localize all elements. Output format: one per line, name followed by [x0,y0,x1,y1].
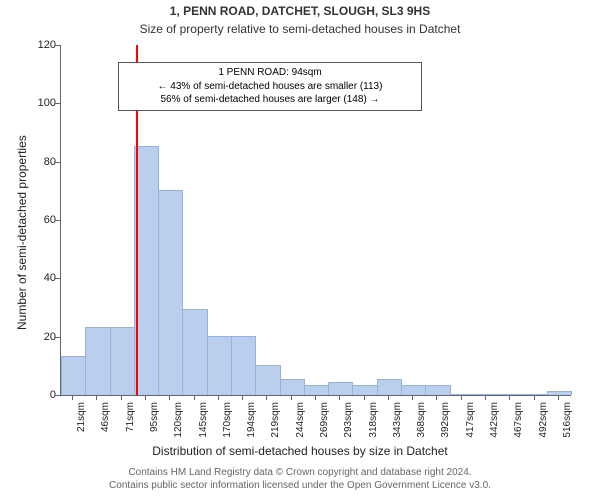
histogram-bar [474,394,499,395]
histogram-bar [255,365,280,395]
histogram-bar [522,394,547,395]
x-axis-label: Distribution of semi-detached houses by … [0,444,600,458]
y-tick-label: 80 [26,156,56,168]
annotation-line3: 56% of semi-detached houses are larger (… [125,93,415,107]
x-tick-label: 46sqm [100,402,111,432]
x-tick-label: 392sqm [440,402,451,438]
histogram-bar [231,336,256,395]
x-tick-label: 219sqm [270,402,281,438]
annotation-box: 1 PENN ROAD: 94sqm← 43% of semi-detached… [118,62,422,111]
histogram-bar [61,356,86,395]
histogram-bar [158,190,183,395]
histogram-chart: 1, PENN ROAD, DATCHET, SLOUGH, SL3 9HS S… [0,0,600,500]
chart-title-sub: Size of property relative to semi-detach… [0,22,600,36]
histogram-bar [328,382,353,395]
histogram-bar [207,336,232,395]
histogram-bar [401,385,426,395]
x-tick-label: 343sqm [392,402,403,438]
histogram-bar [425,385,450,395]
y-tick-label: 100 [26,97,56,109]
x-tick-label: 120sqm [173,402,184,438]
histogram-bar [304,385,329,395]
x-tick-label: 269sqm [319,402,330,438]
y-tick-label: 20 [26,331,56,343]
histogram-bar [110,327,135,395]
x-tick-label: 417sqm [465,402,476,438]
histogram-bar [547,391,572,395]
x-tick-label: 170sqm [222,402,233,438]
histogram-bar [280,379,305,395]
y-tick-label: 60 [26,214,56,226]
footer-line1: Contains HM Land Registry data © Crown c… [0,466,600,479]
histogram-bar [377,379,402,395]
x-tick-label: 95sqm [149,402,160,432]
histogram-bar [352,385,377,395]
x-tick-label: 145sqm [198,402,209,438]
histogram-bar [182,309,207,395]
x-tick-label: 516sqm [562,402,573,438]
x-tick-label: 21sqm [76,402,87,432]
chart-title-main: 1, PENN ROAD, DATCHET, SLOUGH, SL3 9HS [0,4,600,18]
footer-line2: Contains public sector information licen… [0,479,600,492]
x-tick-label: 368sqm [416,402,427,438]
x-tick-label: 492sqm [538,402,549,438]
footer-attribution: Contains HM Land Registry data © Crown c… [0,466,600,492]
x-tick-label: 318sqm [368,402,379,438]
x-tick-label: 194sqm [246,402,257,438]
x-tick-label: 467sqm [513,402,524,438]
x-tick-label: 71sqm [125,402,136,432]
histogram-bar [498,394,523,395]
x-tick-label: 442sqm [489,402,500,438]
y-tick-label: 0 [26,389,56,401]
x-tick-label: 293sqm [343,402,354,438]
x-tick-label: 244sqm [295,402,306,438]
y-tick-label: 40 [26,272,56,284]
histogram-bar [85,327,110,395]
y-tick-label: 120 [26,39,56,51]
annotation-line2: ← 43% of semi-detached houses are smalle… [125,80,415,94]
histogram-bar [450,394,475,395]
annotation-line1: 1 PENN ROAD: 94sqm [125,66,415,80]
